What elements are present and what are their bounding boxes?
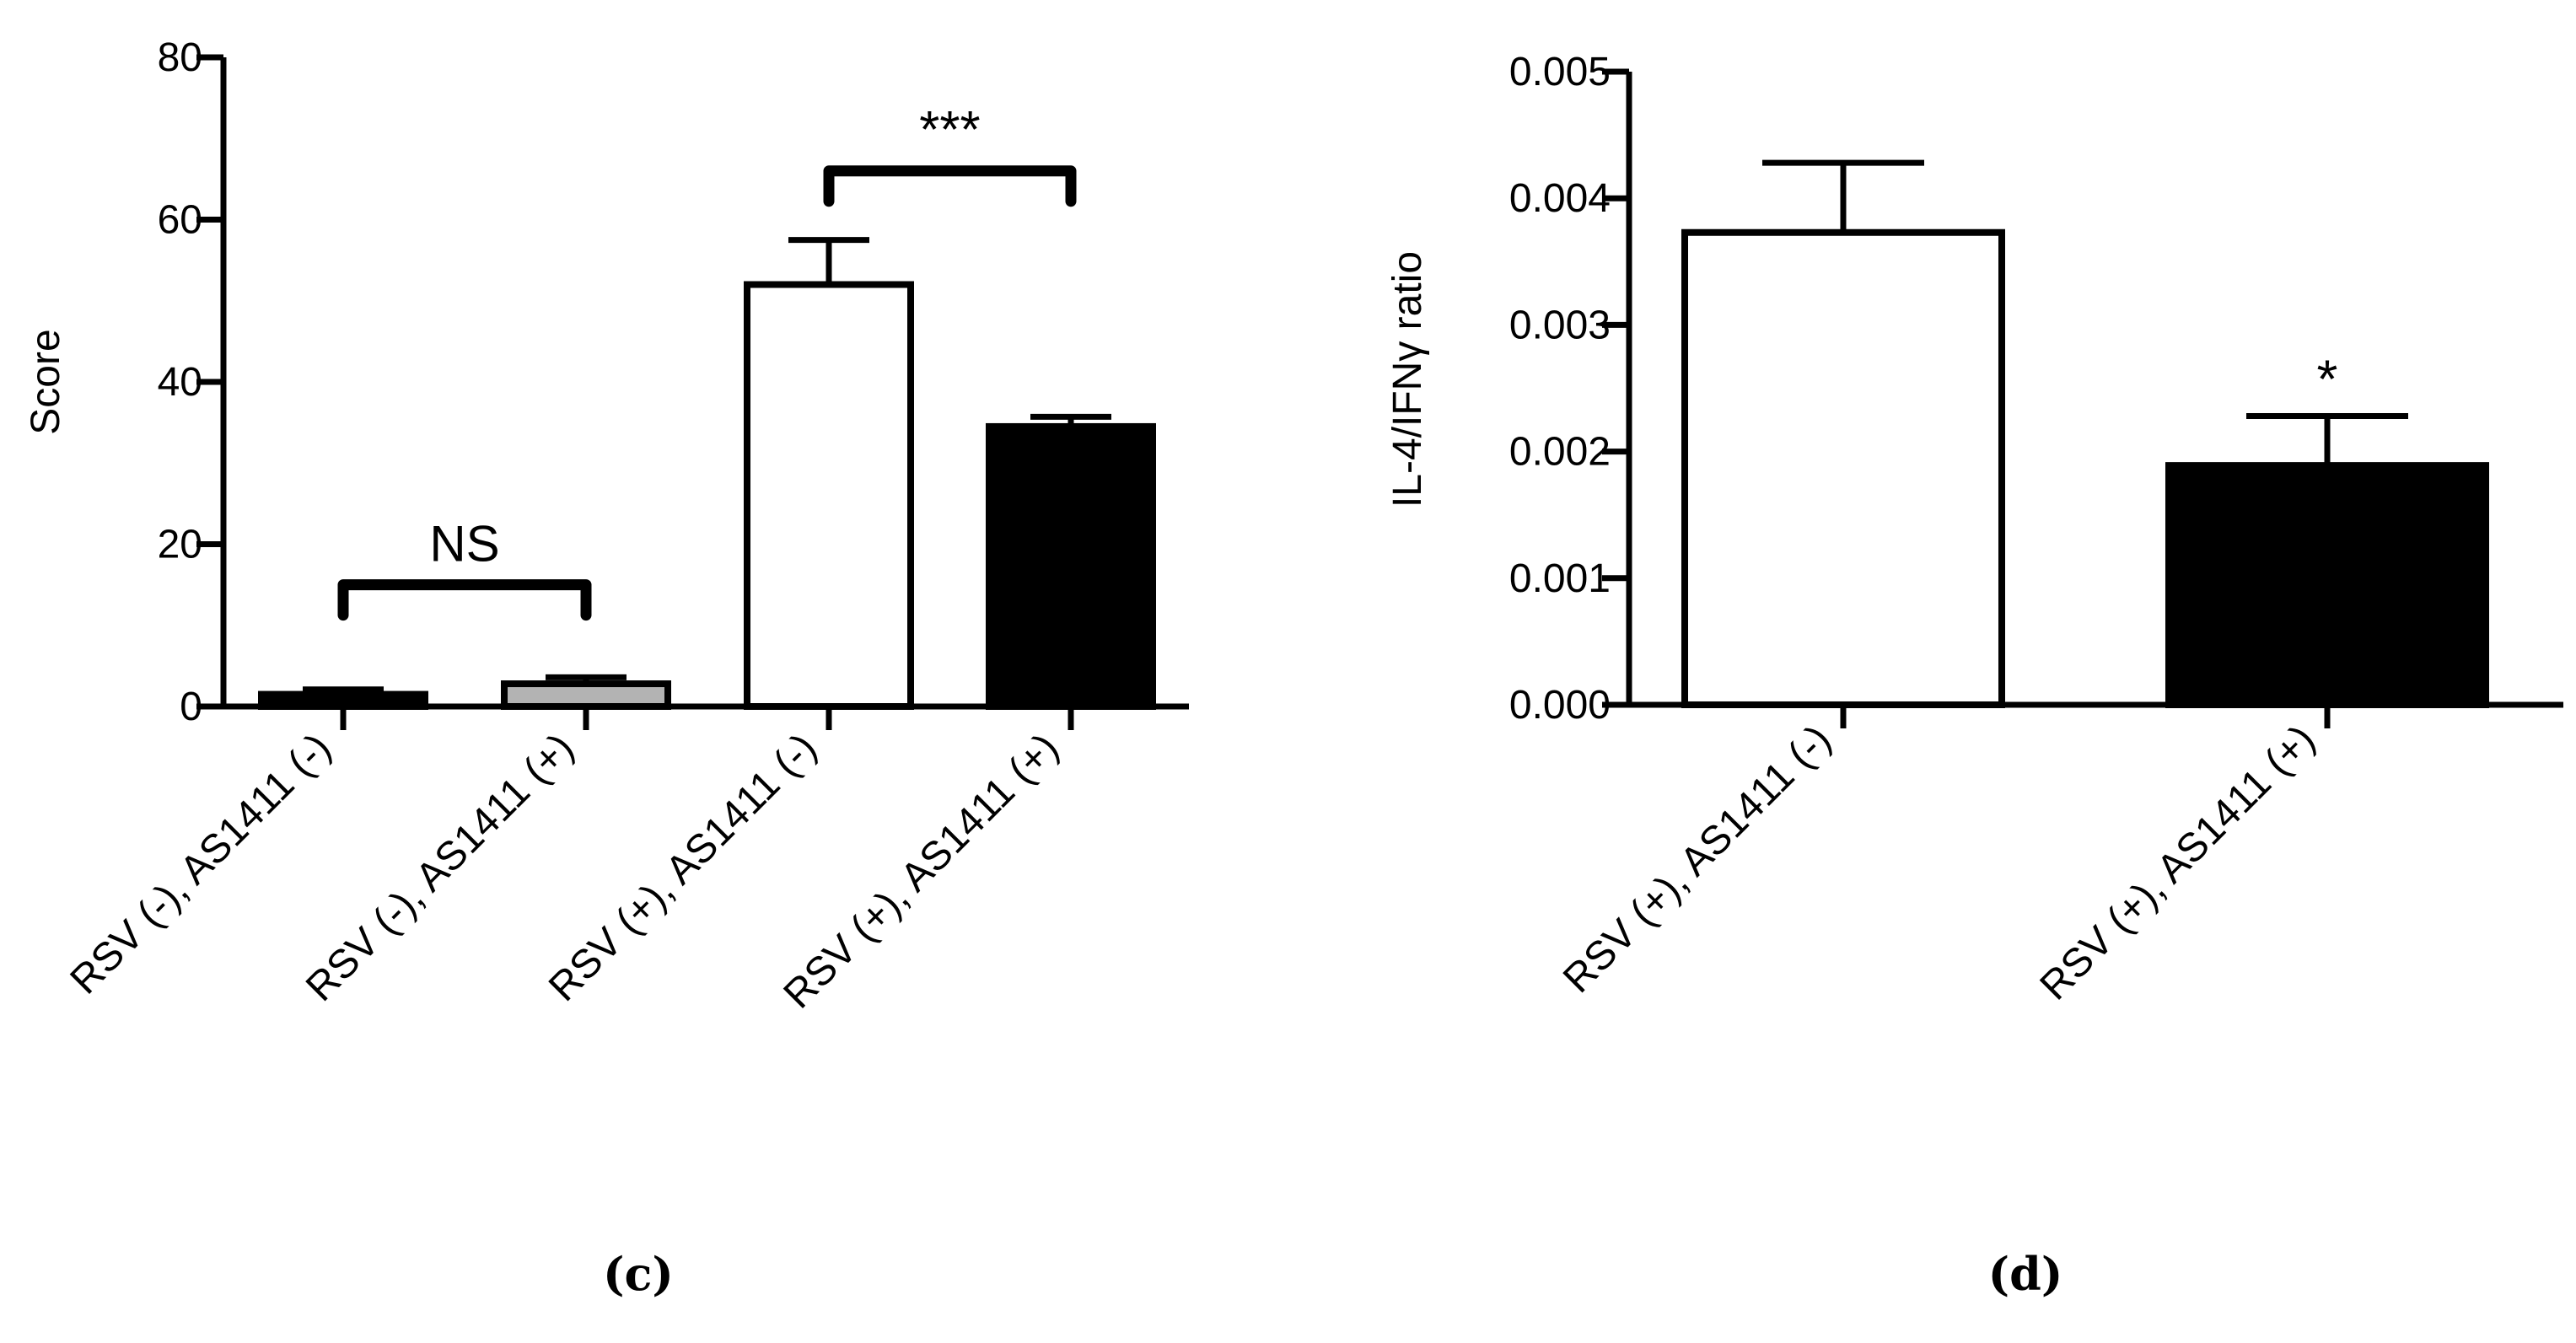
significance-bracket-c	[823, 165, 1077, 207]
significance-bracket-c	[337, 579, 592, 621]
y-tick-label-c: 20	[158, 523, 202, 567]
category-label-d: RSV (+), AS1411 (+)	[2032, 717, 2324, 1008]
y-tick-label-c: 80	[158, 35, 202, 80]
panel-label-d: (d)	[1988, 1247, 2063, 1301]
y-tick-label-d: 0.001	[1509, 556, 1611, 601]
y-tick-label-d: 0.004	[1509, 176, 1611, 221]
significance-star-d: *	[2317, 349, 2338, 410]
bar-c	[501, 680, 671, 710]
y-axis-label-d: IL-4/IFNγ ratio	[1385, 251, 1430, 508]
category-label-c: RSV (-), AS1411 (+)	[298, 725, 583, 1010]
y-tick-label-d: 0.000	[1509, 683, 1611, 728]
bar-d	[2165, 462, 2489, 708]
panel-label-c: (c)	[603, 1247, 674, 1301]
category-label-c: RSV (+), AS1411 (+)	[776, 725, 1068, 1017]
category-label-c: RSV (+), AS1411 (-)	[540, 725, 826, 1010]
category-label-c: RSV (-), AS1411 (-)	[62, 725, 340, 1002]
bar-c	[986, 422, 1156, 710]
significance-label-c: ***	[919, 101, 980, 159]
panel-c-chart: 0 20 40 60 80 Score RSV (-), AS1411 (-)RSV (-)…	[24, 35, 1189, 1301]
y-tick-label-c: 40	[158, 360, 202, 405]
y-tick-label-d: 0.002	[1509, 430, 1611, 475]
bar-d	[1681, 228, 2005, 708]
panel-d-chart: 0.000 0.001 0.002 0.003 0.004 0.005 IL-4/IFNγ …	[1385, 50, 2563, 1301]
y-tick-label-d: 0.003	[1509, 303, 1611, 347]
y-tick-label-d: 0.005	[1509, 50, 1611, 94]
y-axis-label-c: Score	[24, 329, 68, 434]
significance-label-c: NS	[429, 516, 499, 572]
category-label-d: RSV (+), AS1411 (-)	[1555, 717, 1840, 1002]
y-tick-label-c: 60	[158, 198, 202, 243]
bar-c	[744, 281, 914, 710]
bar-c	[258, 690, 428, 710]
y-tick-label-c: 0	[180, 685, 202, 729]
